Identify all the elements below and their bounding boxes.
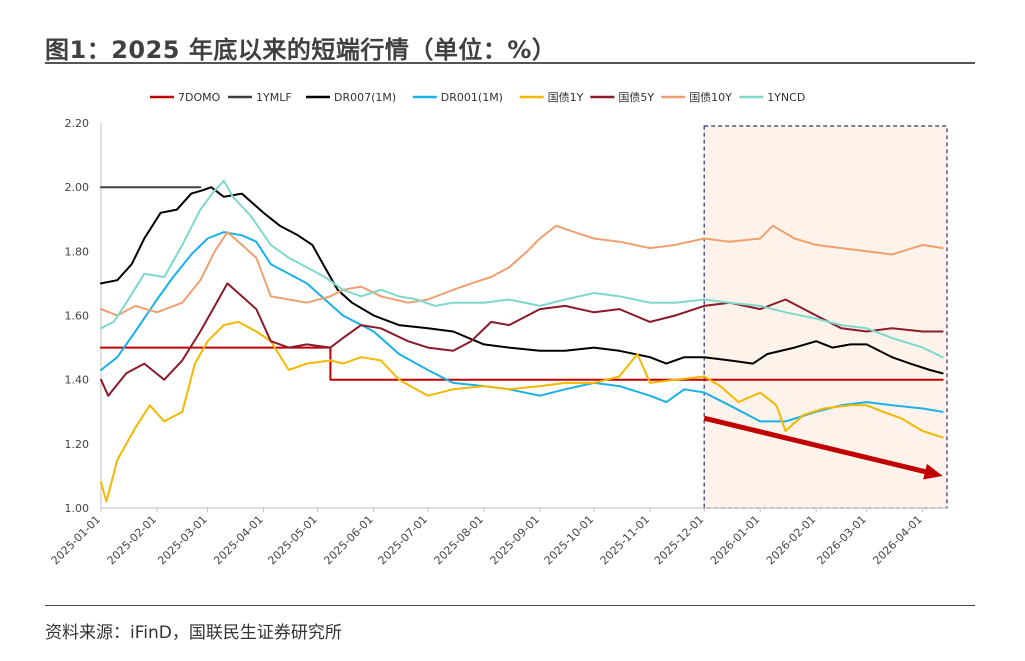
trend-arrow [703,415,943,480]
x-tick-label: 2026-02-01 [764,513,818,567]
x-tick-label: 2025-06-01 [321,513,375,567]
x-tick-label: 2025-08-01 [432,513,486,567]
x-tick-label: 2025-10-01 [542,513,596,567]
legend-label: 7DOMO [178,91,221,104]
y-tick-label: 1.20 [65,438,90,451]
x-tick-label: 2025-01-01 [49,513,103,567]
series-line-6 [100,282,944,397]
title-divider [45,62,975,64]
x-tick-label: 2025-11-01 [598,513,652,567]
legend-label: 国债1Y [548,90,584,104]
x-tick-label: 2026-04-01 [870,513,924,567]
trend-arrow-head [923,463,943,480]
legend: 7DOMO 1YMLF DR007(1M) DR001(1M) 国债1Y 国债5Y 国债10… [150,90,805,104]
source-note: 资料来源：iFinD，国联民生证券研究所 [45,623,342,643]
x-tick-label: 2025-04-01 [211,513,265,567]
x-tick-label: 2025-05-01 [265,513,319,567]
x-tick-label: 2026-01-01 [708,513,762,567]
legend-label: 国债5Y [618,90,654,104]
legend-label: 1YMLF [256,91,292,104]
page-title: 图1：2025 年底以来的短端行情（单位：%） [45,36,557,64]
y-tick-label: 1.00 [65,502,90,515]
x-tick-label: 2025-07-01 [376,513,430,567]
series-line-7 [100,224,944,317]
series-line-3 [100,186,944,375]
highlight-box [703,125,948,509]
y-tick-label: 1.60 [65,310,90,323]
x-tick-label: 2025-03-01 [155,513,209,567]
series-line-5 [100,320,944,503]
legend-label: DR001(1M) [441,91,503,104]
y-tick-label: 2.00 [65,181,90,194]
legend-label: 1YNCD [767,91,805,104]
x-tick-label: 2025-12-01 [652,513,706,567]
x-tick-label: 2025-09-01 [488,513,542,567]
x-tick-label: 2026-03-01 [814,513,868,567]
x-tick-label: 2025-02-01 [105,513,159,567]
y-tick-label: 2.20 [65,117,90,130]
footer-divider [45,605,975,606]
legend-label: 国债10Y [689,90,732,104]
legend-label: DR007(1M) [334,91,396,104]
trend-arrow-shaft [703,415,926,475]
series-line-1 [100,346,944,381]
y-tick-label: 1.40 [65,374,90,387]
series-line-8 [100,179,944,359]
series-lines [100,179,944,503]
y-tick-label: 1.80 [65,245,90,258]
highlight-region [703,125,948,509]
